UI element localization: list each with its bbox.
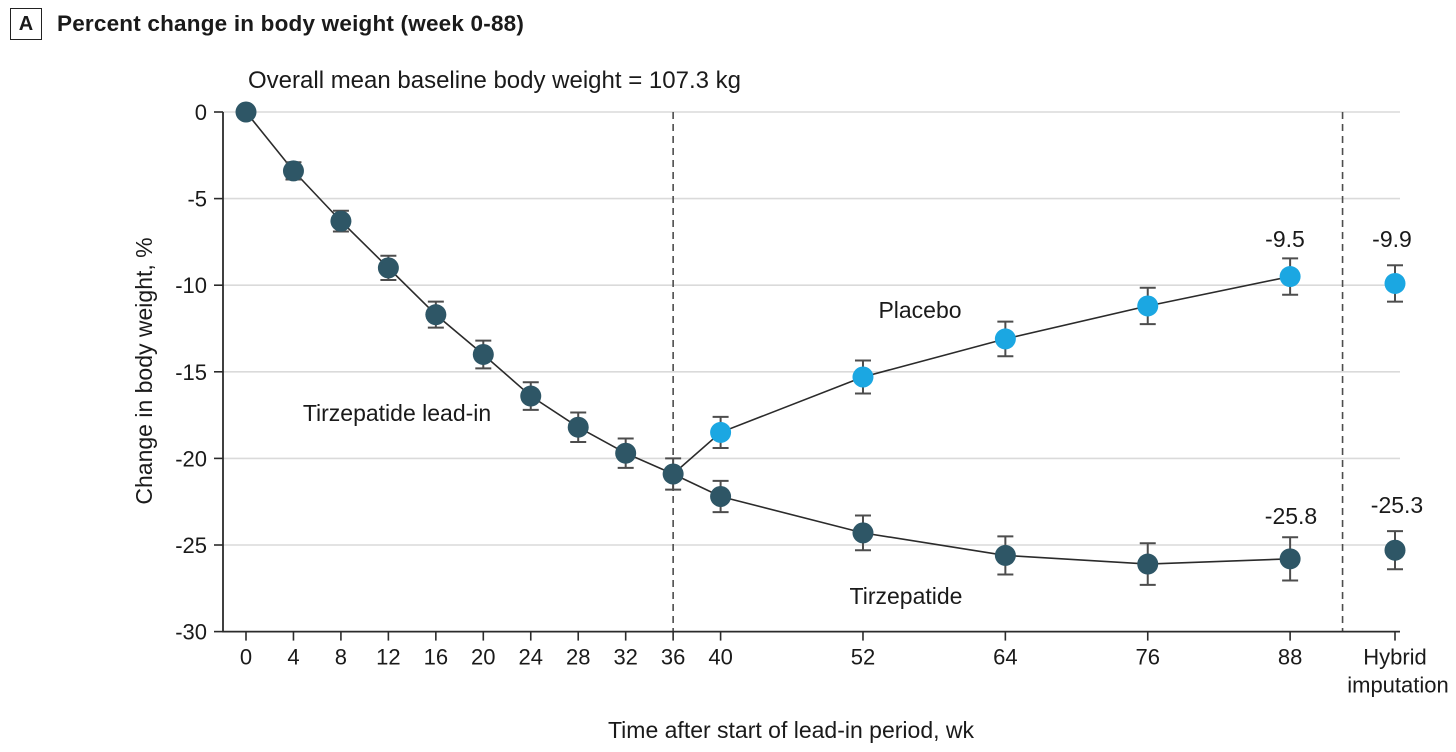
figure-title: Percent change in body weight (week 0-88… — [57, 11, 525, 36]
data-point-tirzepatide — [282, 160, 304, 182]
x-tick-label: 52 — [851, 645, 875, 670]
data-point-tirzepatide — [852, 522, 874, 544]
annotation-placebo: Placebo — [878, 297, 961, 323]
data-point-tirzepatide — [615, 442, 637, 464]
annotation-lead-in: Tirzepatide lead-in — [303, 400, 491, 426]
data-point-tirzepatide — [520, 385, 542, 407]
y-axis-title: Change in body weight, % — [131, 237, 157, 504]
x-tick-label: 36 — [661, 645, 685, 670]
data-point-tirzepatide — [377, 257, 399, 279]
x-tick-label: 4 — [287, 645, 299, 670]
annotation-tirzepatide: Tirzepatide — [850, 583, 963, 609]
y-tick-label: 0 — [195, 100, 207, 125]
data-point-tirzepatide — [994, 544, 1016, 566]
x-tick-label: 24 — [519, 645, 543, 670]
data-point-placebo — [994, 328, 1016, 350]
series-layer — [235, 101, 1406, 586]
data-point-tirzepatide — [567, 416, 589, 438]
value-label-placebo-hybrid: -9.9 — [1372, 226, 1412, 252]
gridlines-layer — [223, 111, 1400, 632]
data-point-tirzepatide — [425, 304, 447, 326]
data-point-placebo — [852, 366, 874, 388]
value-label-tirzepatide-hybrid: -25.3 — [1371, 492, 1423, 518]
y-tick-label: -15 — [175, 360, 207, 385]
y-tick-label: -10 — [175, 273, 207, 298]
x-tick-label: 12 — [376, 645, 400, 670]
value-label-placebo-week88: -9.5 — [1265, 226, 1305, 252]
data-point-tirzepatide — [1137, 553, 1159, 575]
chart-subtitle: Overall mean baseline body weight = 107.… — [248, 67, 741, 94]
x-tick-label: 28 — [566, 645, 590, 670]
data-point-hybrid-tirzepatide — [1384, 539, 1406, 561]
x-tick-label: 16 — [424, 645, 448, 670]
x-tick-label: 64 — [993, 645, 1017, 670]
data-point-placebo — [1279, 266, 1301, 288]
data-point-tirzepatide — [235, 101, 257, 123]
x-tick-label-hybrid-line1: Hybrid — [1363, 645, 1427, 670]
figure-header: A Percent change in body weight (week 0-… — [10, 8, 524, 40]
data-point-placebo — [710, 421, 732, 443]
series-line-tirzepatide — [245, 111, 1291, 565]
y-tick-label: -20 — [175, 446, 207, 471]
x-axis-title: Time after start of lead-in period, wk — [608, 717, 975, 743]
y-tick-label: -5 — [187, 187, 207, 212]
series-line-placebo — [672, 275, 1291, 475]
data-point-tirzepatide — [472, 343, 494, 365]
x-tick-label: 76 — [1135, 645, 1159, 670]
x-tick-label: 20 — [471, 645, 495, 670]
y-tick-label: -30 — [175, 620, 207, 645]
panel-label: A — [10, 8, 42, 40]
data-point-tirzepatide — [1279, 548, 1301, 570]
x-tick-label: 0 — [240, 645, 252, 670]
x-tick-label: 88 — [1278, 645, 1302, 670]
axes-layer: 0 -5 -10 -15 -20 -25 -30 0 4 8 12 16 20 24 28 32 36 40 52 6… — [175, 100, 1449, 698]
x-tick-label: 40 — [708, 645, 732, 670]
x-tick-label: 32 — [613, 645, 637, 670]
x-tick-label-hybrid-line2: imputation — [1347, 673, 1449, 698]
data-point-placebo — [1137, 295, 1159, 317]
data-point-hybrid-placebo — [1384, 272, 1406, 294]
y-tick-label: -25 — [175, 533, 207, 558]
value-label-tirzepatide-week88: -25.8 — [1265, 503, 1317, 529]
axis-frame — [222, 112, 1400, 633]
data-point-tirzepatide — [710, 486, 732, 508]
x-tick-label: 8 — [335, 645, 347, 670]
data-point-tirzepatide — [662, 463, 684, 485]
data-point-tirzepatide — [330, 210, 352, 232]
